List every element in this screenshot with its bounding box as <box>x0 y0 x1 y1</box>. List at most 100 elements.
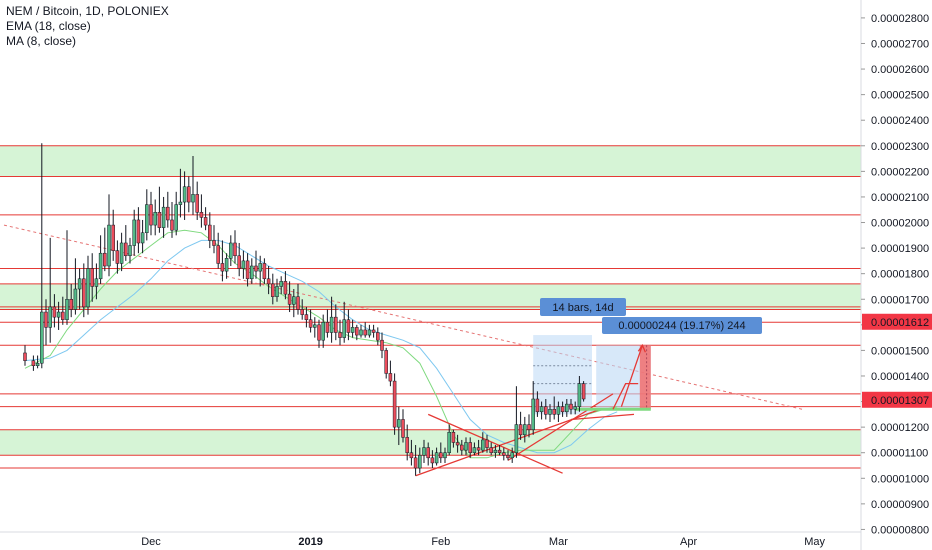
candle-body-46 <box>220 263 225 272</box>
candle-body-102 <box>455 442 460 446</box>
target-label-bg <box>602 317 762 334</box>
candle-body-48 <box>229 242 233 259</box>
price-tick-label-1: 0.00000900 <box>871 499 929 511</box>
legend-ma[interactable]: MA (8, close) <box>6 34 77 48</box>
candle-body-60 <box>279 281 283 287</box>
candle-body-58 <box>271 283 275 297</box>
candle-body-20 <box>111 224 115 251</box>
time-label-3: Mar <box>549 536 568 548</box>
price-label-text-0: 0.00001612 <box>871 317 929 329</box>
candle-body-66 <box>304 314 309 320</box>
candle-body-107 <box>476 447 481 451</box>
candle-body-0 <box>23 352 27 361</box>
candle-body-61 <box>283 281 288 295</box>
price-tick-label-9: 0.00001700 <box>871 294 929 306</box>
candle-body-101 <box>451 432 456 443</box>
candle-body-121 <box>535 398 540 413</box>
candle-body-54 <box>254 265 258 272</box>
candle-body-87 <box>392 380 397 428</box>
candle-body-29 <box>149 204 153 226</box>
time-label-4: Apr <box>680 536 697 548</box>
candle-body-67 <box>308 319 313 328</box>
candle-body-83 <box>376 332 380 341</box>
candle-body-89 <box>401 419 405 438</box>
candle-body-109 <box>485 439 489 448</box>
price-tick-label-7: 0.00001500 <box>871 345 929 357</box>
candle-body-124 <box>548 408 552 415</box>
price-tick-label-19: 0.00002700 <box>871 38 929 50</box>
candle-body-16 <box>94 278 99 287</box>
candle-body-38 <box>187 186 191 203</box>
candle-body-98 <box>439 452 443 459</box>
candle-body-26 <box>136 219 141 244</box>
candle-body-122 <box>539 406 544 413</box>
candle-body-92 <box>413 457 418 469</box>
candle-body-86 <box>388 373 393 382</box>
candle-body-59 <box>275 286 279 297</box>
candle-body-37 <box>182 186 187 203</box>
price-tick-label-20: 0.00002800 <box>871 13 929 25</box>
candle-body-23 <box>124 242 128 257</box>
price-tick-label-16: 0.00002400 <box>871 115 929 127</box>
candle-body-130 <box>573 406 577 410</box>
price-tick-label-12: 0.00002000 <box>871 218 929 230</box>
candle-body-28 <box>145 204 149 234</box>
candle-body-21 <box>115 250 120 264</box>
candle-body-76 <box>346 319 351 333</box>
time-label-2: Feb <box>431 536 450 548</box>
candle-body-27 <box>140 232 145 244</box>
chart-legend: NEM / Bitcoin, 1D, POLONIEX EMA (18, clo… <box>6 4 169 49</box>
candle-body-108 <box>481 439 485 451</box>
candle-body-123 <box>544 406 548 415</box>
candle-body-115 <box>510 452 514 459</box>
candle-body-74 <box>338 332 342 338</box>
time-label-1: 2019 <box>298 536 322 548</box>
candle-body-126 <box>556 406 561 415</box>
legend-ema[interactable]: EMA (18, close) <box>6 19 91 33</box>
candle-body-47 <box>224 258 229 272</box>
candle-body-11 <box>73 288 78 310</box>
candle-body-15 <box>90 268 94 287</box>
candle-body-9 <box>65 299 69 320</box>
candle-body-19 <box>107 224 111 267</box>
candle-body-34 <box>170 219 174 231</box>
candle-body-39 <box>191 194 195 203</box>
candle-body-111 <box>493 449 498 453</box>
candle-body-99 <box>443 452 447 459</box>
candle-body-45 <box>216 245 220 264</box>
candle-body-18 <box>103 252 107 267</box>
time-label-5: May <box>804 536 825 548</box>
candle-body-10 <box>69 299 73 310</box>
candle-body-55 <box>258 263 262 272</box>
candle-body-49 <box>233 242 237 257</box>
candle-body-116 <box>514 424 519 453</box>
candle-body-50 <box>237 255 241 269</box>
candle-body-68 <box>313 324 317 328</box>
candle-body-17 <box>98 252 103 280</box>
candle-body-77 <box>350 327 355 333</box>
candle-body-24 <box>128 245 132 257</box>
time-label-0: Dec <box>141 536 161 548</box>
candle-body-112 <box>497 449 502 453</box>
price-tick-label-18: 0.00002600 <box>871 64 929 76</box>
candle-body-12 <box>77 278 82 290</box>
legend-symbol[interactable]: NEM / Bitcoin, 1D, POLONIEX <box>6 4 169 18</box>
candle-body-100 <box>447 432 451 453</box>
pattern-line-2 <box>507 393 614 461</box>
candle-body-64 <box>296 296 300 310</box>
candle-body-113 <box>502 452 506 456</box>
candle-body-78 <box>355 327 359 336</box>
price-tick-label-4: 0.00001200 <box>871 422 929 434</box>
price-label-text-1: 0.00001307 <box>871 395 929 407</box>
candle-body-41 <box>199 212 204 218</box>
candle-body-96 <box>430 457 435 464</box>
candle-body-40 <box>195 194 199 213</box>
candle-body-131 <box>577 383 582 407</box>
dashed-trendline <box>3 224 803 410</box>
pattern-line-1 <box>427 413 563 474</box>
candle-body-88 <box>397 419 401 428</box>
candle-body-117 <box>518 424 523 436</box>
candle-body-44 <box>212 240 216 246</box>
